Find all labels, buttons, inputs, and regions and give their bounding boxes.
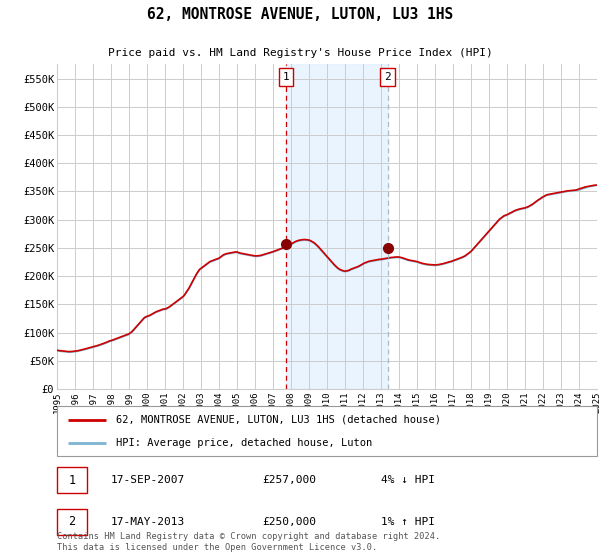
Text: Contains HM Land Registry data © Crown copyright and database right 2024.
This d: Contains HM Land Registry data © Crown c… <box>57 532 440 552</box>
Text: £250,000: £250,000 <box>262 517 316 527</box>
Text: 62, MONTROSE AVENUE, LUTON, LU3 1HS (detached house): 62, MONTROSE AVENUE, LUTON, LU3 1HS (det… <box>116 414 442 424</box>
Text: 62, MONTROSE AVENUE, LUTON, LU3 1HS: 62, MONTROSE AVENUE, LUTON, LU3 1HS <box>147 7 453 22</box>
FancyBboxPatch shape <box>57 508 87 535</box>
Text: 2: 2 <box>384 72 391 82</box>
Text: Price paid vs. HM Land Registry's House Price Index (HPI): Price paid vs. HM Land Registry's House … <box>107 48 493 58</box>
Text: 2: 2 <box>68 515 76 528</box>
Text: 17-MAY-2013: 17-MAY-2013 <box>111 517 185 527</box>
Text: £257,000: £257,000 <box>262 475 316 485</box>
FancyBboxPatch shape <box>57 467 87 493</box>
Bar <box>286 64 388 389</box>
Text: HPI: Average price, detached house, Luton: HPI: Average price, detached house, Luto… <box>116 438 373 448</box>
FancyBboxPatch shape <box>380 68 395 86</box>
FancyBboxPatch shape <box>57 406 597 456</box>
Text: 1% ↑ HPI: 1% ↑ HPI <box>381 517 435 527</box>
Text: 1: 1 <box>68 474 76 487</box>
FancyBboxPatch shape <box>278 68 293 86</box>
Text: 1: 1 <box>283 72 289 82</box>
Text: 17-SEP-2007: 17-SEP-2007 <box>111 475 185 485</box>
Text: 4% ↓ HPI: 4% ↓ HPI <box>381 475 435 485</box>
